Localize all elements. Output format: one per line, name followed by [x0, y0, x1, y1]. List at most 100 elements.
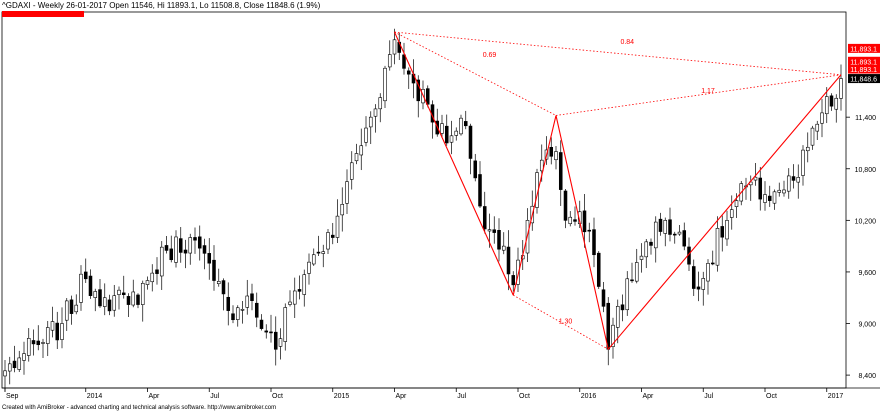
candle-body — [55, 322, 60, 341]
candle-body — [592, 229, 596, 256]
candle-body — [373, 108, 378, 117]
price-tag — [848, 43, 880, 53]
candle-body — [50, 321, 55, 331]
candle-body — [107, 299, 112, 312]
candle-body — [563, 190, 568, 221]
x-tick-label: Jul — [210, 393, 219, 400]
y-tick-label: 8,400 — [858, 373, 876, 380]
x-tick-label: 2016 — [581, 393, 597, 400]
candle-body — [734, 200, 739, 207]
candle-body — [582, 210, 587, 233]
candle-body — [701, 278, 706, 290]
candle-body — [558, 152, 563, 190]
candle-body — [387, 54, 392, 68]
y-tick-label: 10,200 — [855, 218, 877, 225]
candle-body — [772, 191, 777, 204]
candle-body — [383, 67, 387, 102]
candle-body — [596, 252, 601, 287]
candle-body — [497, 230, 501, 250]
candle-body — [117, 289, 121, 295]
candle-body — [568, 216, 573, 225]
candle-body — [615, 306, 620, 328]
candle-body — [801, 149, 805, 176]
pattern-leg-AB — [512, 115, 557, 296]
candle-body — [511, 275, 516, 286]
x-tick-label: Apr — [396, 393, 408, 400]
pattern-ratio-line-BD — [555, 74, 842, 116]
footer-credit: Created with AmiBroker - advanced charti… — [2, 405, 277, 411]
candle-body — [41, 342, 45, 344]
candle-body — [601, 289, 606, 307]
candle-body — [131, 291, 136, 306]
candle-body — [359, 145, 364, 156]
candle-body — [292, 290, 297, 305]
price-tag-label: 11,893.1 — [850, 46, 877, 53]
candle-body — [307, 261, 311, 274]
title-color-bar — [2, 11, 84, 17]
candle-body — [159, 246, 164, 277]
candle-body — [193, 237, 197, 241]
ratio-label: 1.30 — [559, 319, 573, 326]
price-tag — [848, 64, 880, 74]
pattern-leg-BC — [555, 115, 609, 350]
candle-body — [611, 324, 615, 347]
plot-frame — [1, 11, 847, 389]
x-tick-label: 2017 — [828, 393, 844, 400]
candle-body — [302, 274, 307, 295]
candle-body — [392, 39, 397, 55]
candle-body — [3, 370, 7, 377]
candle-body — [834, 97, 839, 110]
candle-body — [330, 234, 335, 238]
candle-body — [345, 181, 349, 204]
candle-body — [539, 159, 544, 172]
candle-body — [682, 230, 687, 247]
candle-body — [26, 338, 31, 356]
price-tag — [848, 74, 880, 84]
y-tick-label: 10,800 — [855, 167, 877, 174]
candle-body — [368, 116, 373, 128]
candle-body — [354, 153, 359, 162]
candle-body — [231, 313, 235, 321]
candle-body — [60, 323, 64, 340]
candle-body — [691, 266, 696, 289]
candle-body — [829, 95, 834, 107]
candle-body — [763, 194, 767, 203]
candle-body — [777, 189, 782, 193]
x-tick-label: 2014 — [87, 393, 103, 400]
candle-body — [335, 215, 340, 238]
price-tag — [848, 56, 880, 66]
candle-body — [463, 121, 468, 127]
candle-body — [155, 269, 159, 274]
candle-body — [264, 330, 269, 333]
y-tick-label: 9,000 — [858, 322, 876, 329]
candle-body — [516, 259, 520, 285]
candle-body — [98, 289, 102, 307]
candle-body — [31, 340, 36, 345]
candle-body — [326, 232, 330, 250]
candles — [3, 28, 843, 392]
candle-body — [696, 286, 701, 290]
candle-body — [64, 300, 69, 321]
candle-body — [121, 292, 126, 296]
candle-body — [349, 162, 354, 180]
candle-body — [340, 204, 345, 216]
candle-body — [378, 97, 383, 110]
candle-body — [444, 125, 449, 144]
candle-body — [102, 297, 107, 307]
candle-body — [79, 273, 83, 303]
candle-body — [573, 219, 577, 222]
pattern-ratio-line-XD — [394, 31, 842, 76]
candle-body — [468, 125, 473, 159]
ratio-label: 1.17 — [701, 88, 715, 95]
candle-body — [663, 220, 668, 234]
candle-body — [786, 175, 791, 192]
candle-body — [587, 229, 592, 232]
y-tick-label: 11,400 — [855, 115, 876, 122]
candle-body — [706, 263, 710, 282]
candle-body — [402, 54, 406, 69]
candle-body — [672, 233, 677, 236]
candle-body — [145, 280, 150, 285]
ratio-label: 0.84 — [620, 39, 634, 46]
candle-body — [454, 130, 459, 136]
